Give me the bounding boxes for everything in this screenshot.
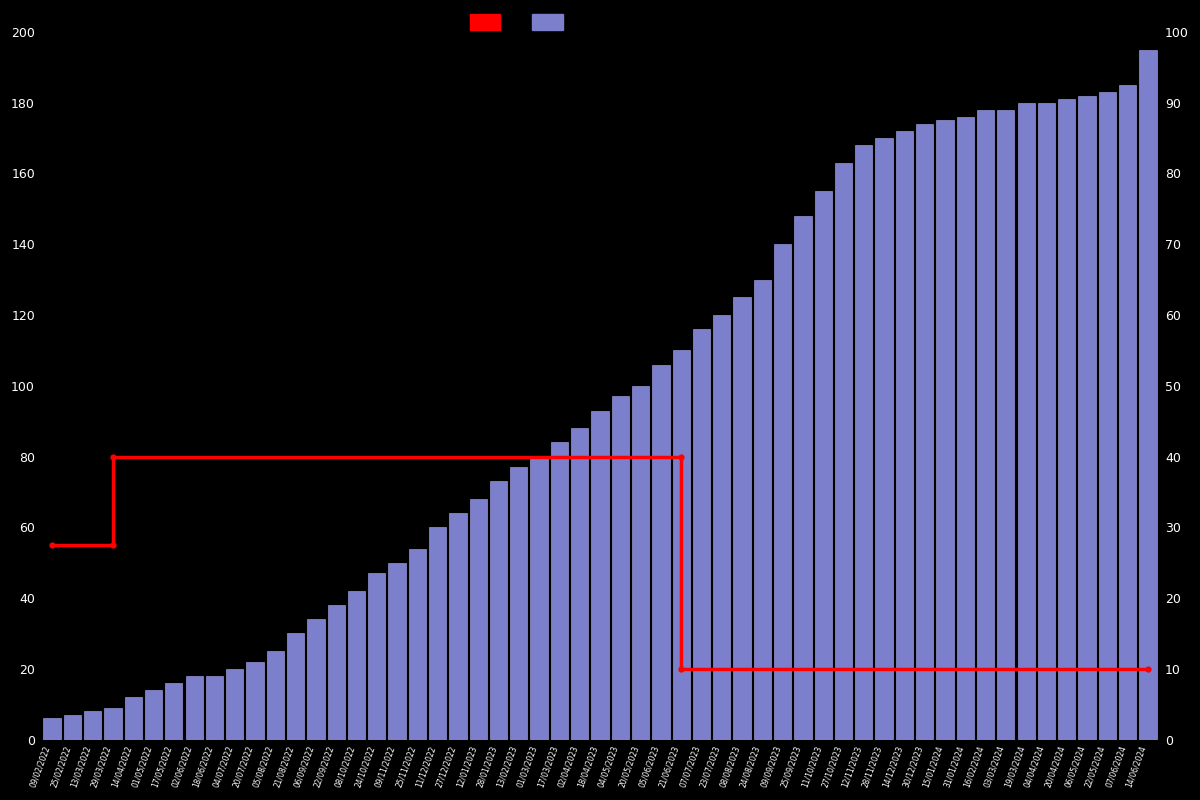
Bar (490, 482, 508, 740)
Bar (876, 138, 893, 740)
Bar (774, 244, 791, 740)
Bar (1038, 102, 1055, 740)
Bar (653, 365, 670, 740)
Bar (672, 350, 690, 740)
Bar (856, 145, 872, 740)
Bar (733, 298, 751, 740)
Bar (551, 442, 568, 740)
Bar (125, 697, 142, 740)
Bar (754, 279, 770, 740)
Bar (794, 216, 811, 740)
Bar (64, 715, 80, 740)
Bar (632, 386, 649, 740)
Bar (43, 718, 61, 740)
Bar (510, 467, 528, 740)
Bar (1079, 95, 1096, 740)
Bar (571, 428, 588, 740)
Bar (266, 651, 284, 740)
Bar (166, 683, 182, 740)
Bar (592, 410, 608, 740)
Bar (1139, 50, 1157, 740)
Bar (409, 549, 426, 740)
Bar (1058, 99, 1075, 740)
Bar (692, 329, 710, 740)
Bar (1120, 85, 1136, 740)
Bar (449, 513, 467, 740)
Bar (328, 605, 344, 740)
Bar (936, 120, 954, 740)
Bar (186, 676, 203, 740)
Bar (104, 708, 121, 740)
Bar (287, 634, 305, 740)
Bar (430, 527, 446, 740)
Bar (368, 574, 385, 740)
Bar (815, 191, 832, 740)
Bar (997, 110, 1014, 740)
Bar (835, 163, 852, 740)
Bar (469, 499, 487, 740)
Bar (713, 315, 731, 740)
Bar (956, 117, 974, 740)
Legend: , : , (463, 7, 581, 37)
Bar (246, 662, 264, 740)
Bar (307, 619, 324, 740)
Bar (530, 457, 547, 740)
Bar (612, 396, 629, 740)
Bar (977, 110, 994, 740)
Bar (916, 124, 934, 740)
Bar (145, 690, 162, 740)
Bar (389, 562, 406, 740)
Bar (226, 669, 244, 740)
Bar (84, 711, 101, 740)
Bar (348, 591, 365, 740)
Bar (895, 131, 913, 740)
Bar (206, 676, 223, 740)
Bar (1018, 102, 1034, 740)
Bar (1099, 92, 1116, 740)
